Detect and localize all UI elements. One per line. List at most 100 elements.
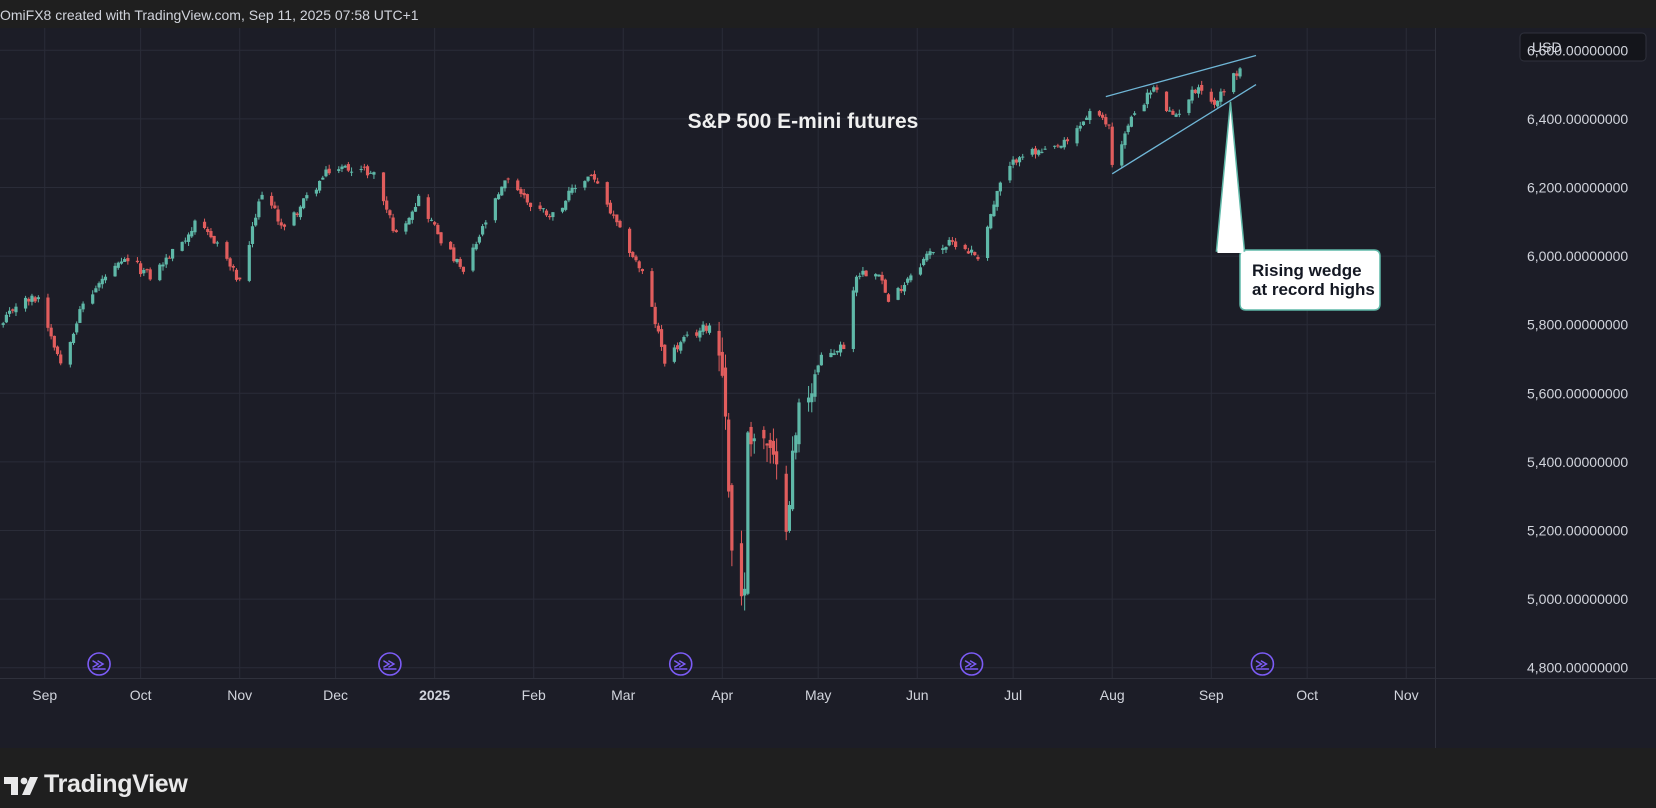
candle-body bbox=[81, 303, 85, 310]
y-tick-label: 4,800.00000000 bbox=[1527, 660, 1628, 676]
candle-body bbox=[91, 294, 95, 304]
candle-body bbox=[628, 228, 632, 254]
candle-body bbox=[1152, 87, 1156, 92]
candle-body bbox=[359, 169, 363, 171]
candle-body bbox=[52, 335, 56, 348]
brand[interactable]: TradingView bbox=[4, 770, 188, 799]
candle-body bbox=[1056, 145, 1060, 147]
candle-body bbox=[640, 269, 644, 272]
candle-body bbox=[1164, 91, 1169, 112]
candle-body bbox=[477, 236, 481, 243]
candle-body bbox=[231, 265, 235, 268]
candle-body bbox=[164, 257, 168, 265]
candle-body bbox=[612, 214, 616, 216]
candle-body bbox=[212, 235, 216, 244]
annotation-text-line: Rising wedge bbox=[1252, 261, 1362, 280]
candle-body bbox=[1193, 89, 1197, 93]
candle-body bbox=[113, 265, 117, 277]
candle-body bbox=[292, 212, 296, 226]
candle-body bbox=[727, 419, 731, 492]
candle-body bbox=[596, 181, 600, 184]
candle-body bbox=[36, 297, 40, 300]
candle-body bbox=[273, 205, 277, 209]
candle-body bbox=[682, 336, 686, 342]
candle-body bbox=[880, 274, 884, 281]
candle-body bbox=[1037, 150, 1041, 155]
currency-badge bbox=[1519, 32, 1647, 62]
header-bar: OmiFX8 created with TradingView.com, Sep… bbox=[0, 0, 1656, 28]
y-tick-label: 5,400.00000000 bbox=[1527, 454, 1628, 470]
candle-body bbox=[963, 244, 967, 250]
candle-body bbox=[123, 259, 127, 262]
candle-body bbox=[583, 181, 587, 188]
x-tick-label: Sep bbox=[1199, 687, 1224, 703]
candle-body bbox=[723, 367, 728, 417]
candle-body bbox=[928, 251, 932, 256]
y-tick-label: 6,200.00000000 bbox=[1527, 179, 1628, 195]
candle-body bbox=[842, 344, 846, 350]
candle-body bbox=[637, 261, 641, 269]
candle-body bbox=[854, 276, 859, 293]
candle-body bbox=[1142, 104, 1146, 112]
x-tick-label: 2025 bbox=[419, 687, 450, 703]
candle-body bbox=[1040, 151, 1044, 153]
candle-body bbox=[771, 440, 776, 455]
candle-body bbox=[234, 269, 239, 280]
chart-area[interactable]: USD 6,600.00000000 6,400.00000000 6,200.000… bbox=[0, 28, 1656, 748]
candle-body bbox=[909, 275, 913, 281]
candle-body bbox=[1123, 133, 1127, 146]
candle-body bbox=[1126, 125, 1130, 133]
candle-body bbox=[145, 269, 149, 271]
candle-body bbox=[480, 226, 485, 235]
candle-body bbox=[116, 262, 120, 268]
candle-body bbox=[813, 374, 817, 397]
candle-body bbox=[883, 279, 887, 293]
candle-body bbox=[768, 439, 772, 448]
candle-body bbox=[902, 284, 907, 292]
candle-body bbox=[720, 351, 724, 376]
candle-body bbox=[59, 354, 63, 364]
candle-body bbox=[618, 220, 622, 228]
y-tick-label: 6,400.00000000 bbox=[1527, 111, 1628, 127]
candle-body bbox=[564, 200, 568, 210]
candle-body bbox=[14, 306, 18, 313]
candle-body bbox=[385, 200, 389, 210]
candle-body bbox=[995, 190, 999, 207]
candle-body bbox=[730, 485, 734, 551]
candle-body bbox=[433, 222, 437, 225]
candle-body bbox=[142, 269, 146, 274]
candle-body bbox=[775, 451, 779, 465]
candle-body bbox=[254, 217, 258, 226]
annotation-text-line: at record highs bbox=[1252, 280, 1375, 299]
candle-body bbox=[698, 330, 702, 338]
candle-body bbox=[506, 178, 510, 180]
candle-body bbox=[522, 192, 526, 196]
candle-body bbox=[573, 188, 577, 190]
candle-body bbox=[947, 239, 951, 246]
candle-body bbox=[1104, 117, 1108, 125]
candle-body bbox=[659, 329, 664, 347]
candle-body bbox=[794, 435, 798, 453]
candle-body bbox=[743, 588, 747, 596]
candle-body bbox=[1, 323, 5, 325]
candle-body bbox=[103, 276, 108, 281]
candle-body bbox=[832, 353, 836, 356]
candle-body bbox=[966, 251, 970, 254]
candle-body bbox=[1011, 159, 1015, 165]
candle-body bbox=[394, 230, 398, 233]
currency-label: USD bbox=[1532, 39, 1562, 55]
candle-body bbox=[362, 166, 366, 168]
y-tick-label: 5,800.00000000 bbox=[1527, 317, 1628, 333]
candle-body bbox=[973, 252, 977, 256]
candle-body bbox=[1187, 99, 1191, 113]
event-marker-glyph bbox=[673, 660, 688, 670]
candle-body bbox=[896, 288, 900, 300]
x-tick-label: May bbox=[805, 687, 831, 703]
candle-body bbox=[167, 257, 171, 259]
candle-body bbox=[410, 211, 414, 220]
candle-body bbox=[650, 271, 654, 307]
candle-body bbox=[206, 229, 210, 232]
candle-body bbox=[656, 325, 660, 332]
candle-body bbox=[474, 244, 478, 250]
